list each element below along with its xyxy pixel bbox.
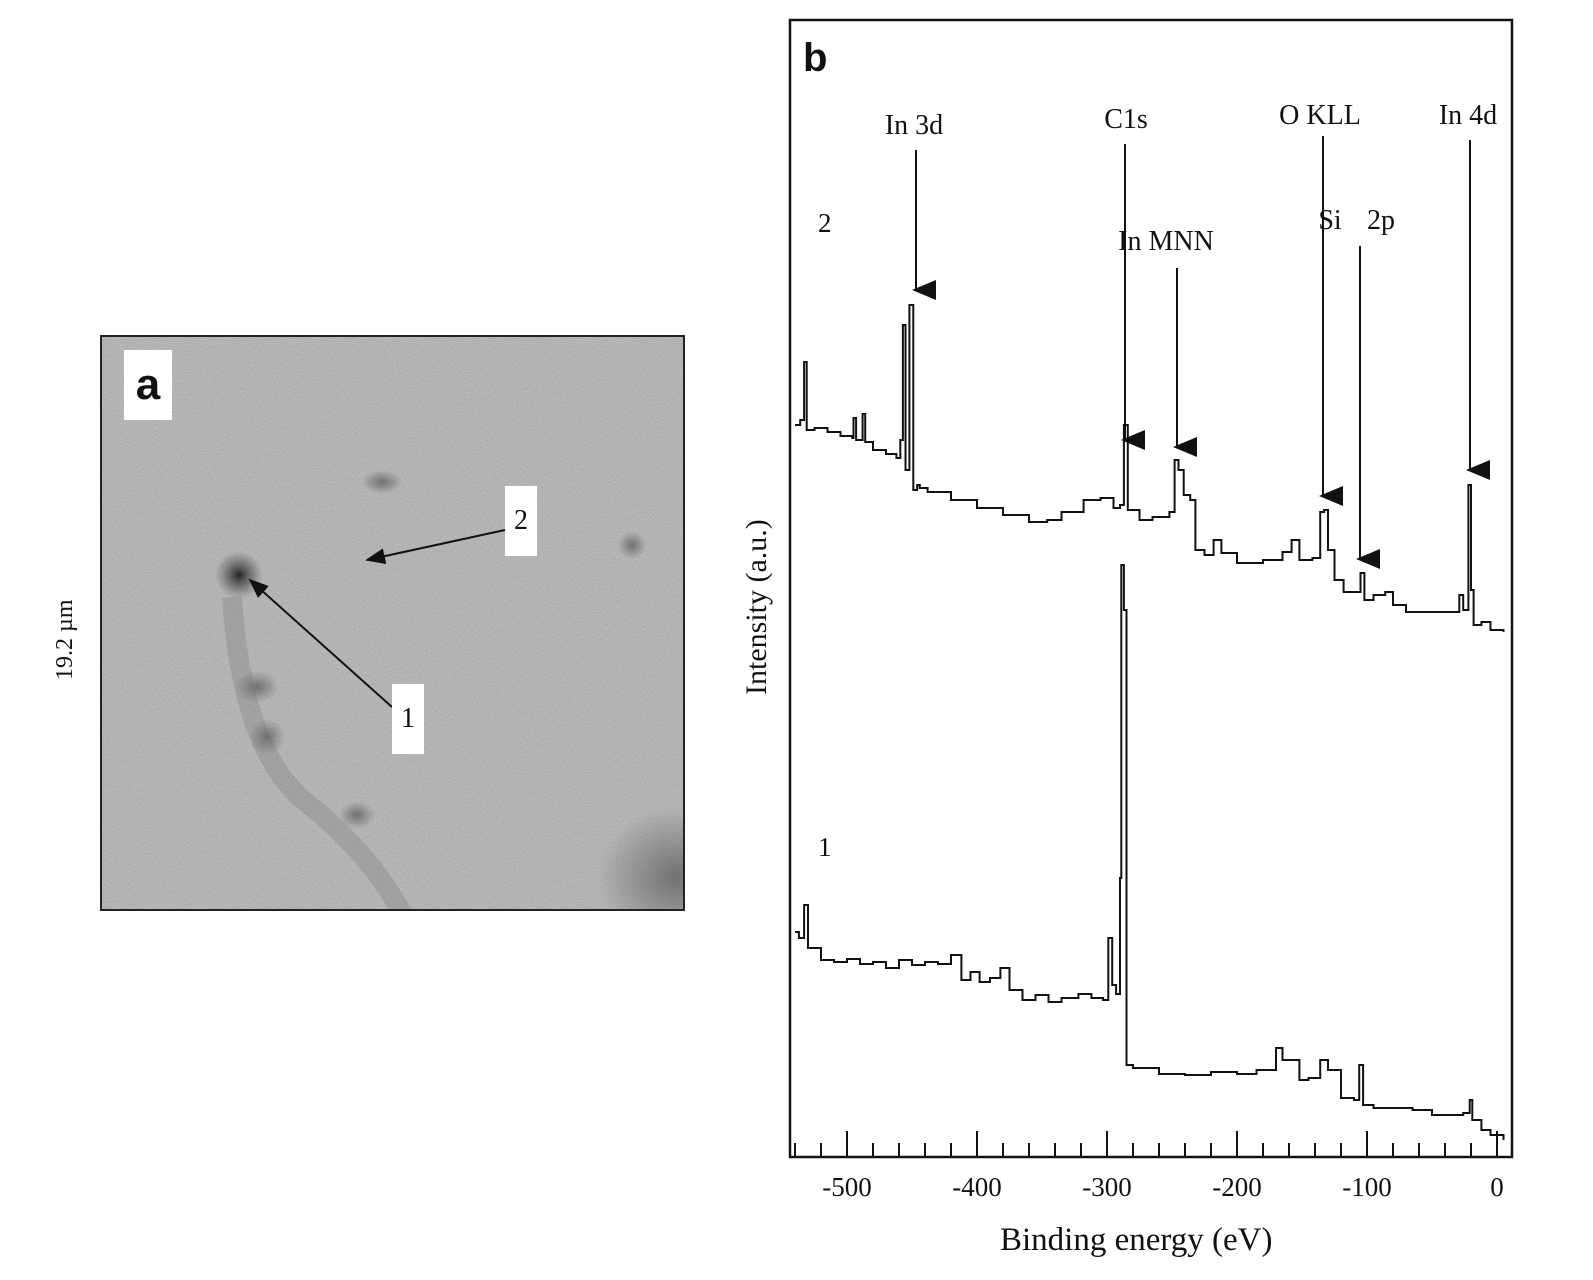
peak-label: O KLL — [1279, 100, 1361, 131]
spectrum-line-2 — [795, 304, 1505, 632]
x-tick-label: -300 — [1082, 1172, 1132, 1202]
plot-frame — [788, 18, 1514, 1159]
spectrum-label: 1 — [818, 832, 832, 862]
panel-a-micrograph: a — [100, 335, 685, 911]
x-tick-label: -400 — [952, 1172, 1002, 1202]
y-axis-label: Intensity (a.u.) — [740, 519, 773, 695]
peak-label: In 4d — [1438, 100, 1498, 131]
peak-label: Si — [1318, 205, 1342, 236]
spectrum-label: 2 — [818, 208, 832, 238]
peak-label: C1s — [1104, 104, 1148, 135]
x-tick-label: -100 — [1342, 1172, 1392, 1202]
peak-label: In 3d — [884, 110, 944, 141]
x-tick-label: -500 — [822, 1172, 872, 1202]
panel-a-label: a — [124, 350, 172, 420]
peak-label: 2p — [1367, 205, 1395, 236]
x-tick-label: 0 — [1490, 1172, 1504, 1202]
point-marker-label: 2 — [505, 486, 537, 556]
peak-annotation-arrows — [912, 136, 1490, 569]
point-marker-label: 1 — [392, 684, 424, 754]
spectrum-line-1 — [795, 564, 1505, 1140]
x-axis-label: Binding energy (eV) — [1000, 1222, 1273, 1258]
x-tick-label: -200 — [1212, 1172, 1262, 1202]
panel-b-label: b — [803, 36, 828, 80]
peak-label: In MNN — [1118, 226, 1214, 257]
x-axis-ticks — [794, 1131, 1498, 1157]
